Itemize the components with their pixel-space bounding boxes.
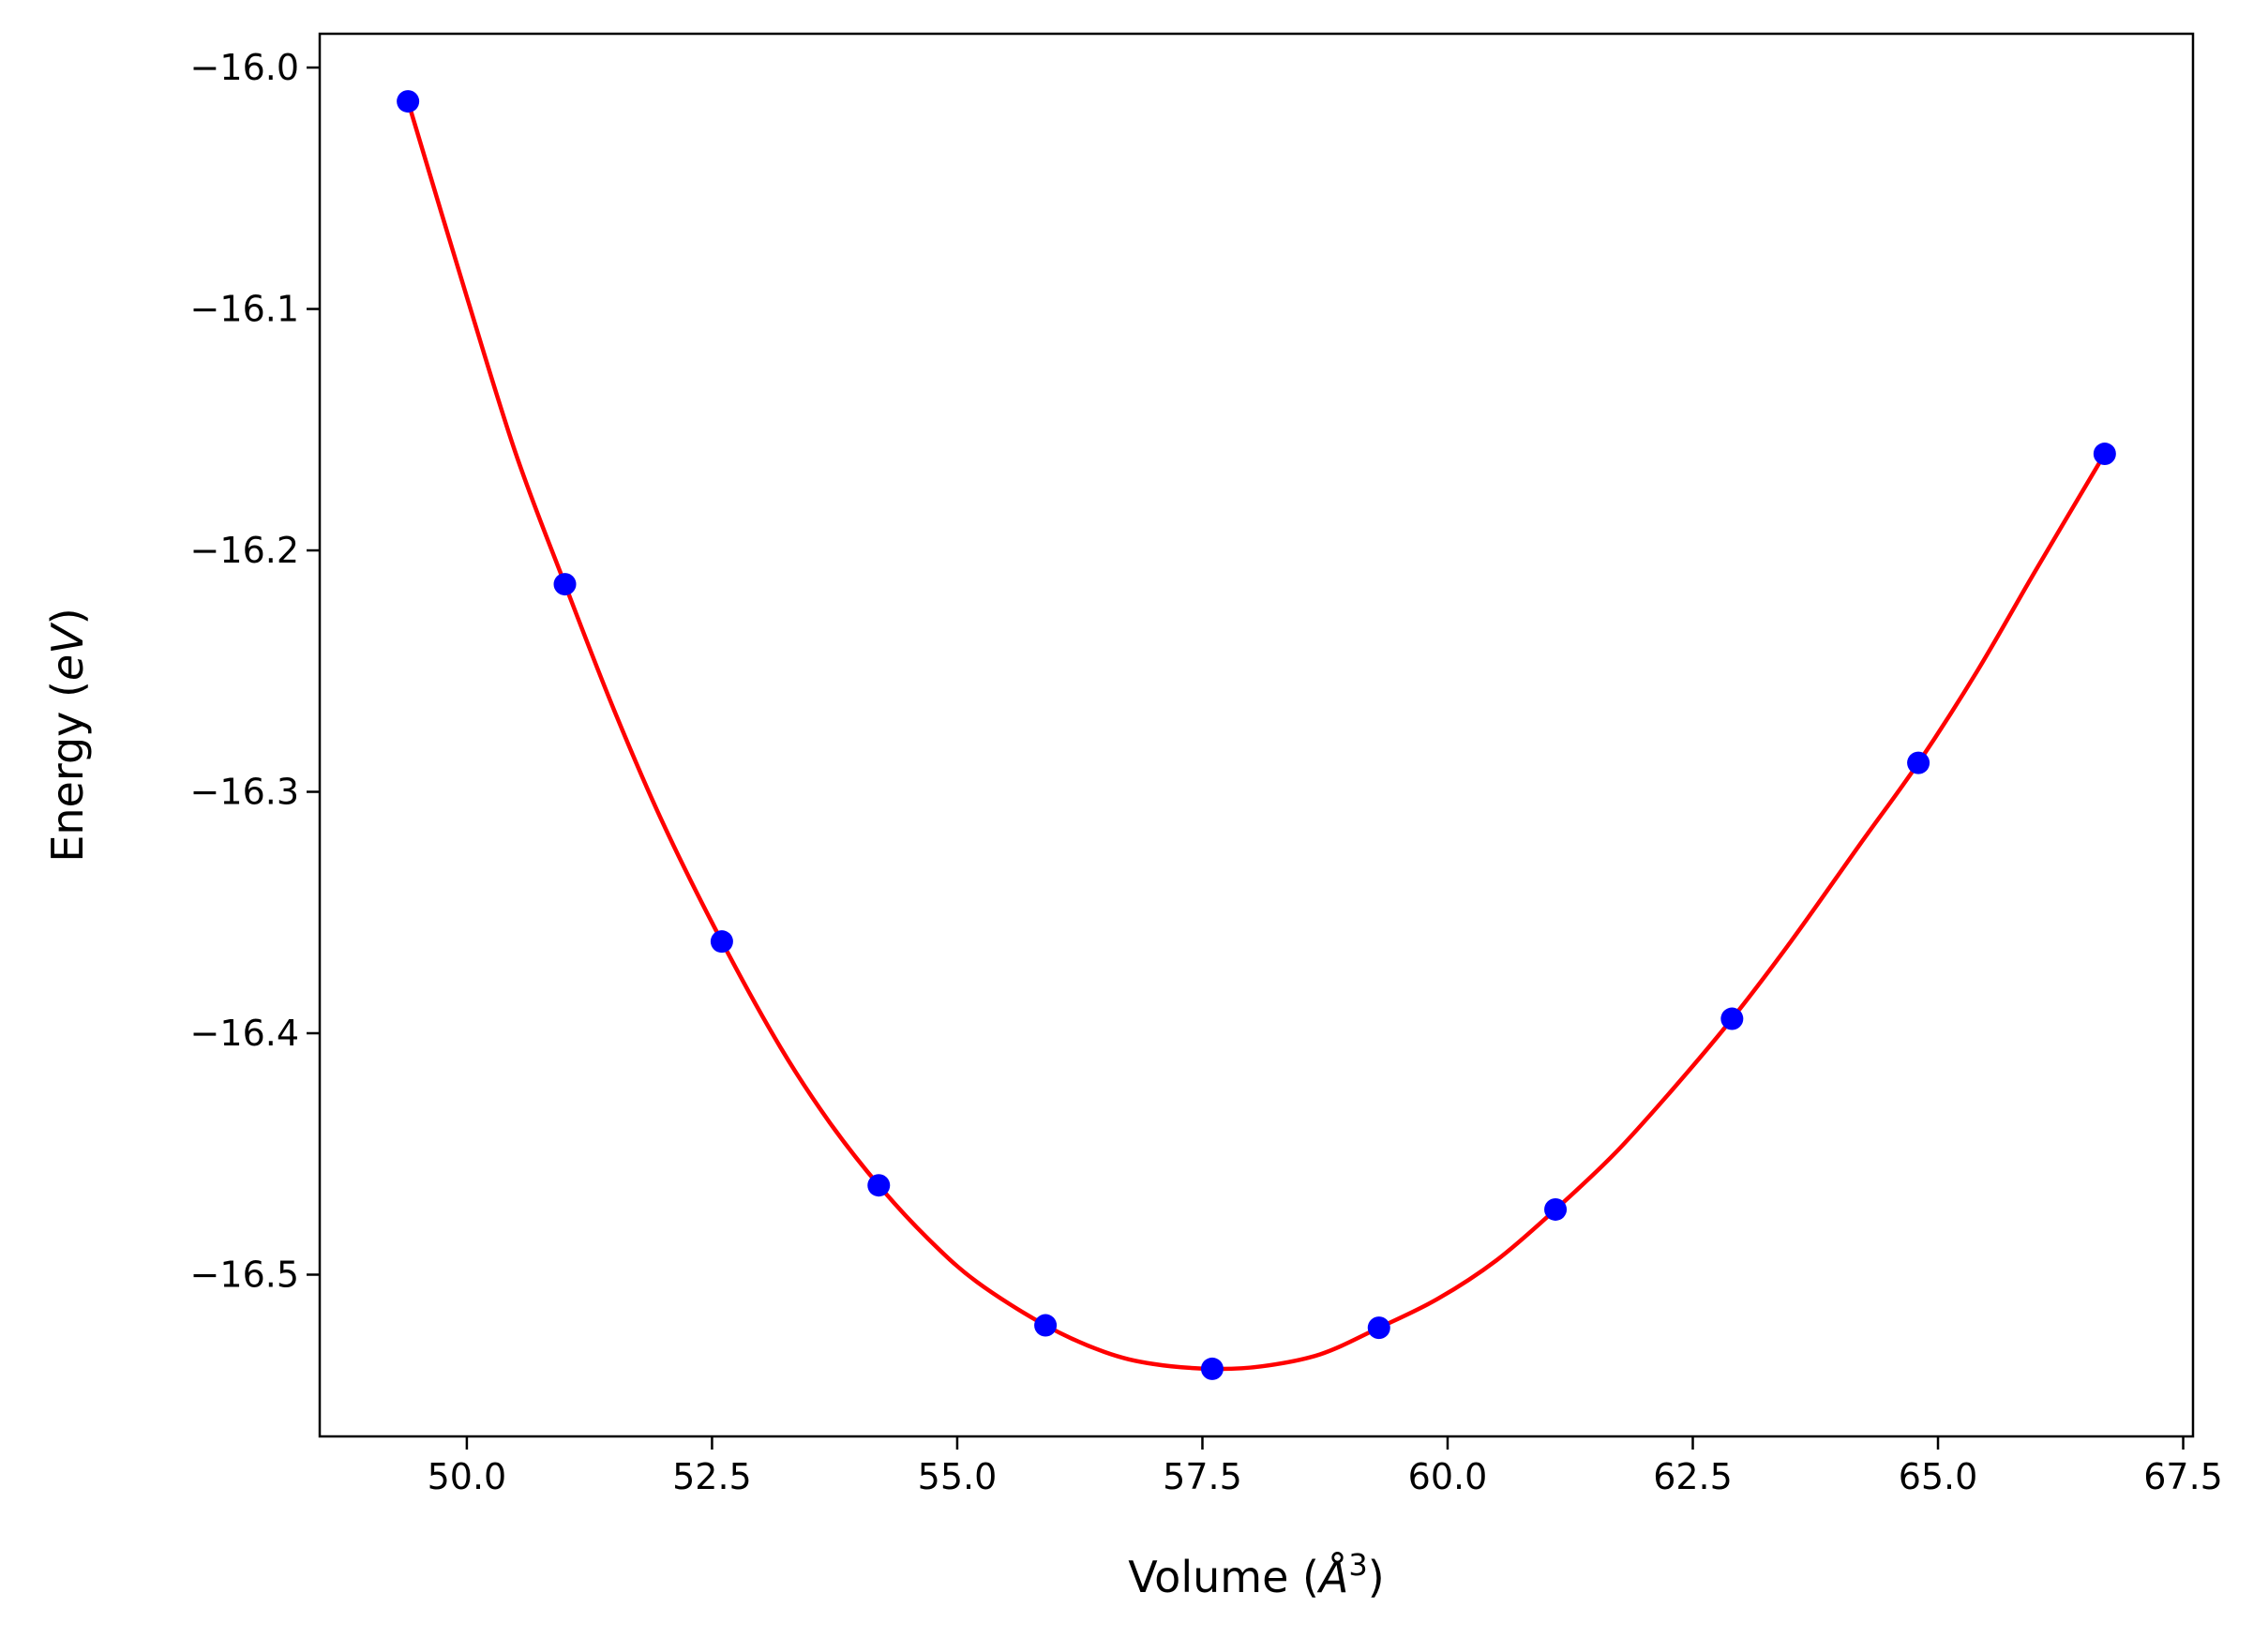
plot-frame xyxy=(318,32,2195,1438)
data-point xyxy=(2093,443,2116,466)
x-axis-label: Volume (Å3) xyxy=(1128,1547,1384,1602)
data-point xyxy=(1907,751,1930,774)
x-tick-label: 65.0 xyxy=(1899,1456,1978,1497)
y-tick-label: −16.0 xyxy=(190,47,299,88)
x-tick-label: 55.0 xyxy=(918,1456,998,1497)
fit-curve-line xyxy=(405,100,2107,1372)
data-point xyxy=(1200,1357,1224,1380)
y-tick-label: −16.4 xyxy=(190,1013,299,1054)
data-point xyxy=(1544,1197,1568,1221)
data-point xyxy=(1720,1007,1744,1030)
y-tick-label: −16.5 xyxy=(190,1254,299,1295)
x-tick-label: 67.5 xyxy=(2143,1456,2223,1497)
y-tick-label: −16.1 xyxy=(190,289,299,330)
data-point xyxy=(710,930,733,954)
y-axis-label: Energy (eV) xyxy=(42,608,93,862)
x-tick-label: 62.5 xyxy=(1653,1456,1733,1497)
x-tick-label: 52.5 xyxy=(672,1456,752,1497)
data-point xyxy=(553,573,577,596)
data-point xyxy=(867,1174,891,1197)
data-point xyxy=(1367,1316,1390,1340)
x-tick-label: 50.0 xyxy=(428,1456,507,1497)
data-point xyxy=(1034,1314,1058,1337)
y-tick-label: −16.2 xyxy=(190,530,299,571)
x-tick-label: 57.5 xyxy=(1163,1456,1242,1497)
y-tick-label: −16.3 xyxy=(190,772,299,813)
data-point xyxy=(397,90,420,113)
x-tick-label: 60.0 xyxy=(1408,1456,1488,1497)
